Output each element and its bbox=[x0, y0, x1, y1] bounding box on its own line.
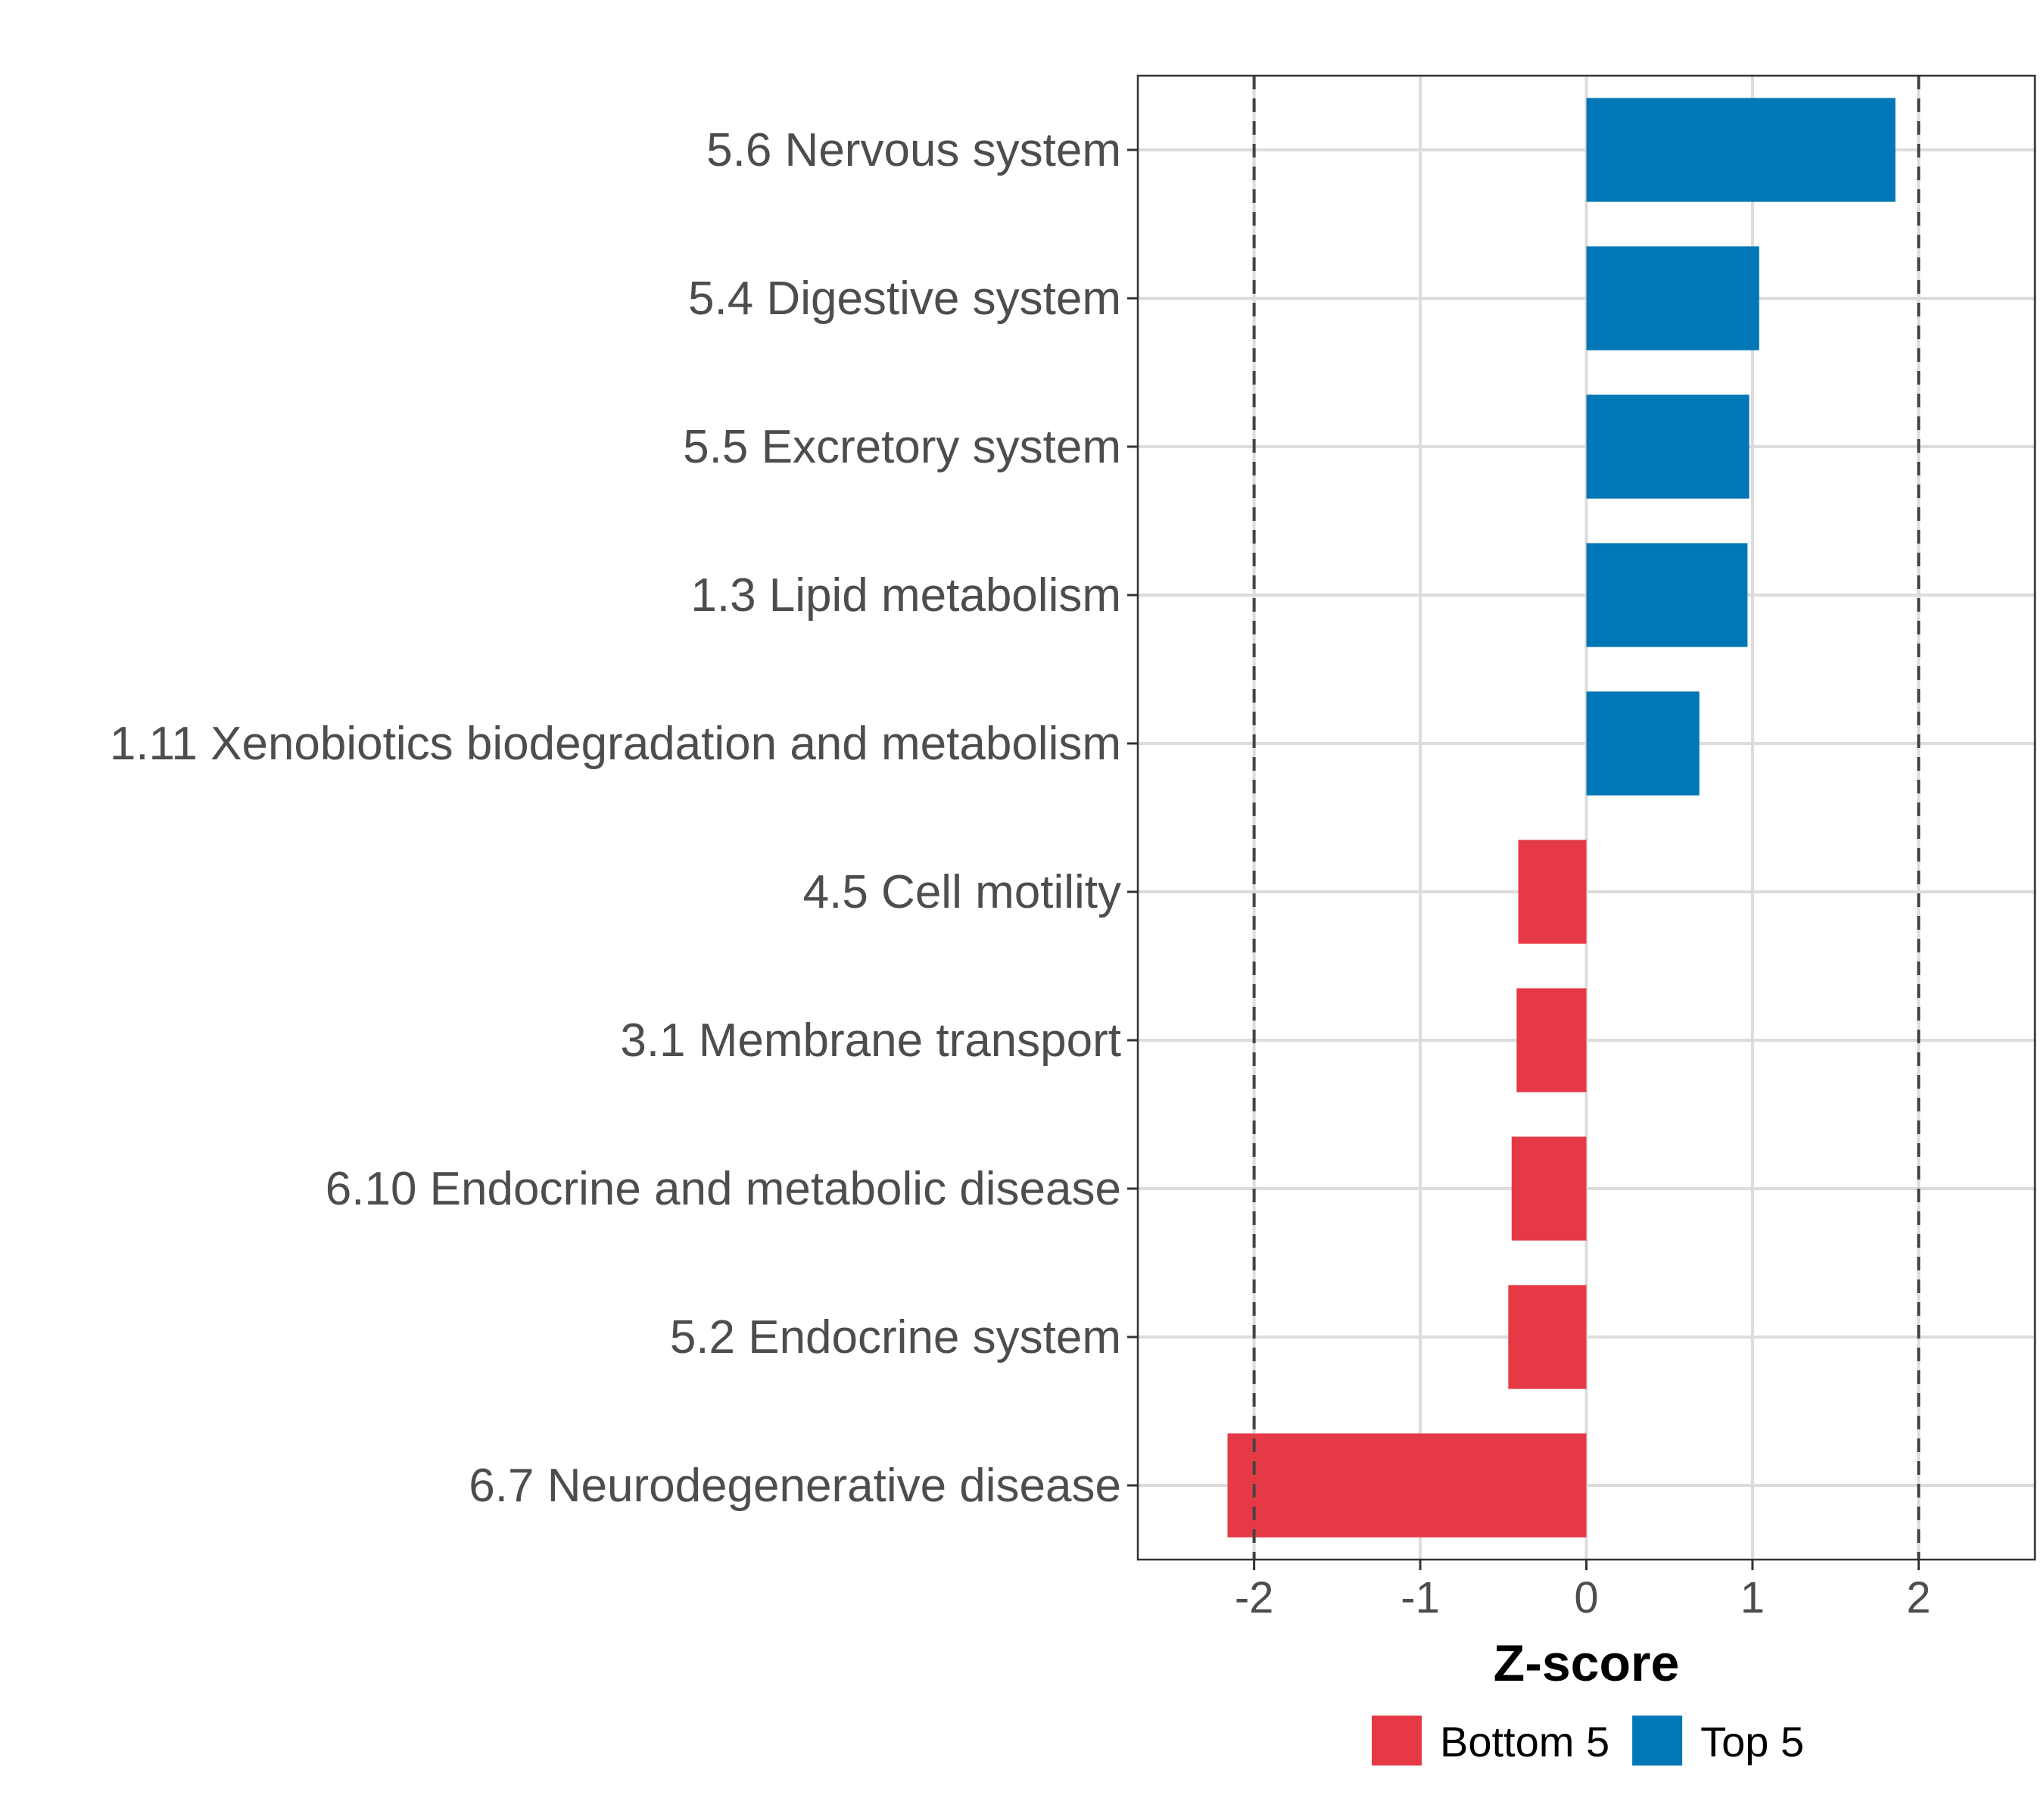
legend-label: Bottom 5 bbox=[1440, 1718, 1609, 1766]
category-label: 6.10 Endocrine and metabolic disease bbox=[326, 1163, 1121, 1215]
bar bbox=[1586, 246, 1759, 351]
x-axis-title: Z-score bbox=[1494, 1635, 1680, 1692]
legend-swatch bbox=[1372, 1716, 1422, 1766]
legend-swatch bbox=[1632, 1716, 1683, 1766]
bar bbox=[1511, 1136, 1587, 1241]
legend-label: Top 5 bbox=[1700, 1718, 1804, 1766]
reference-lines bbox=[1252, 76, 1921, 1560]
bar bbox=[1586, 543, 1748, 647]
category-label: 5.5 Excretory system bbox=[683, 421, 1121, 473]
x-axis: -2 -1 0 1 2 bbox=[1235, 1560, 1931, 1622]
category-label: 5.4 Digestive system bbox=[688, 273, 1121, 325]
bar bbox=[1586, 691, 1700, 796]
bars bbox=[1227, 98, 1896, 1538]
legend: Bottom 5 Top 5 bbox=[1372, 1716, 1804, 1766]
y-axis: 5.6 Nervous system 5.4 Digestive system 5.… bbox=[110, 124, 1138, 1512]
category-label: 1.3 Lipid metabolism bbox=[690, 569, 1121, 622]
bar bbox=[1586, 98, 1896, 202]
x-tick-label: 1 bbox=[1740, 1573, 1765, 1622]
x-tick-label: 0 bbox=[1574, 1573, 1598, 1622]
bar bbox=[1518, 840, 1587, 944]
bar bbox=[1586, 394, 1750, 499]
category-label: 5.2 Endocrine system bbox=[670, 1311, 1121, 1364]
category-label: 1.11 Xenobiotics biodegradation and meta… bbox=[110, 718, 1121, 770]
category-label: 6.7 Neurodegenerative disease bbox=[469, 1460, 1121, 1512]
x-tick-label: -1 bbox=[1401, 1573, 1440, 1622]
x-tick-label: 2 bbox=[1906, 1573, 1930, 1622]
category-label: 3.1 Membrane transport bbox=[620, 1014, 1121, 1067]
bar bbox=[1227, 1433, 1587, 1538]
bar bbox=[1516, 988, 1587, 1092]
category-label: 4.5 Cell motility bbox=[803, 866, 1121, 918]
bar bbox=[1508, 1285, 1587, 1389]
x-tick-label: -2 bbox=[1235, 1573, 1274, 1622]
category-label: 5.6 Nervous system bbox=[706, 124, 1121, 176]
